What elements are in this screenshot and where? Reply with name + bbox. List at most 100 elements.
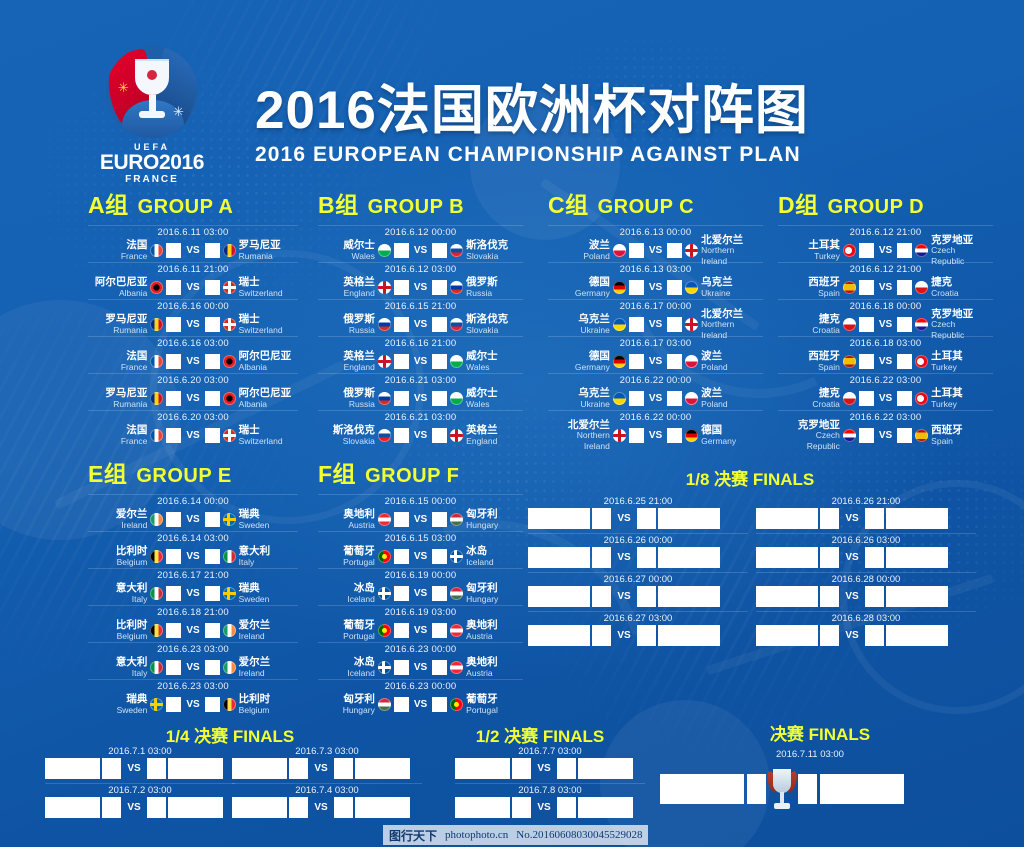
- home-score-box[interactable]: [166, 660, 182, 675]
- home-score-box[interactable]: [166, 549, 182, 564]
- home-score-box[interactable]: [102, 758, 121, 779]
- match-row[interactable]: 2016.6.12 21:00 土耳其 Turkey VS 克罗地亚 Czech Repu…: [778, 225, 993, 266]
- home-score-box[interactable]: [393, 317, 409, 332]
- match-row[interactable]: 2016.6.19 00:00 冰岛 Iceland VS 匈牙利 Hungary: [318, 568, 523, 605]
- knockout-match-row[interactable]: VS: [528, 547, 748, 568]
- match-row[interactable]: 2016.6.22 00:00 乌克兰 Ukraine VS 波兰 Poland: [548, 373, 763, 410]
- away-team-box[interactable]: [168, 797, 223, 818]
- knockout-match-row[interactable]: VS: [756, 586, 976, 607]
- home-score-box[interactable]: [393, 512, 409, 527]
- away-score-box[interactable]: [147, 758, 166, 779]
- home-score-box[interactable]: [592, 586, 611, 607]
- match-row[interactable]: 2016.6.13 03:00 德国 Germany VS 乌克兰 Ukraine: [548, 262, 763, 299]
- match-row[interactable]: 2016.6.12 03:00 英格兰 England VS 俄罗斯 Russia: [318, 262, 523, 299]
- home-score-box[interactable]: [393, 354, 409, 369]
- away-score-box[interactable]: [204, 391, 220, 406]
- away-score-box[interactable]: [204, 317, 220, 332]
- away-score-box[interactable]: [432, 660, 448, 675]
- away-score-box[interactable]: [432, 280, 448, 295]
- away-score-box[interactable]: [637, 547, 656, 568]
- home-score-box[interactable]: [166, 586, 182, 601]
- home-score-box[interactable]: [820, 547, 839, 568]
- away-team-box[interactable]: [658, 586, 720, 607]
- knockout-match-row[interactable]: VS: [232, 758, 422, 779]
- home-score-box[interactable]: [289, 797, 308, 818]
- match-row[interactable]: 2016.6.22 03:00 捷克 Croatia VS 土耳其 Turkey: [778, 373, 993, 410]
- away-team-box[interactable]: [658, 625, 720, 646]
- home-score-box[interactable]: [393, 549, 409, 564]
- home-score-box[interactable]: [166, 317, 182, 332]
- final-match-row[interactable]: [660, 767, 960, 811]
- home-score-box[interactable]: [102, 797, 121, 818]
- away-score-box[interactable]: [432, 623, 448, 638]
- home-score-box[interactable]: [289, 758, 308, 779]
- away-score-box[interactable]: [865, 508, 884, 529]
- home-score-box[interactable]: [166, 391, 182, 406]
- match-row[interactable]: 2016.6.20 03:00 法国 France VS 瑞士 Switzerland: [88, 410, 298, 447]
- home-score-box[interactable]: [858, 354, 874, 369]
- away-score-box[interactable]: [204, 697, 220, 712]
- home-team-box[interactable]: [660, 774, 744, 804]
- knockout-match-row[interactable]: VS: [528, 625, 748, 646]
- away-score-box[interactable]: [667, 391, 683, 406]
- away-score-box[interactable]: [432, 391, 448, 406]
- home-score-box[interactable]: [628, 243, 644, 258]
- home-score-box[interactable]: [393, 391, 409, 406]
- away-score-box[interactable]: [557, 758, 576, 779]
- match-row[interactable]: 2016.6.14 03:00 比利时 Belgium VS 意大利 Italy: [88, 531, 298, 568]
- away-score-box[interactable]: [204, 512, 220, 527]
- match-row[interactable]: 2016.6.18 21:00 比利时 Belgium VS 爱尔兰 Ireland: [88, 605, 298, 642]
- knockout-match-row[interactable]: VS: [232, 797, 422, 818]
- match-row[interactable]: 2016.6.18 03:00 西班牙 Spain VS 土耳其 Turkey: [778, 336, 993, 373]
- knockout-match-row[interactable]: VS: [756, 625, 976, 646]
- match-row[interactable]: 2016.6.17 03:00 德国 Germany VS 波兰 Poland: [548, 336, 763, 373]
- knockout-match-row[interactable]: VS: [756, 508, 976, 529]
- match-row[interactable]: 2016.6.16 03:00 法国 France VS 阿尔巴尼亚 Albania: [88, 336, 298, 373]
- home-team-box[interactable]: [528, 508, 590, 529]
- away-score-box[interactable]: [432, 428, 448, 443]
- home-score-box[interactable]: [628, 428, 644, 443]
- home-team-box[interactable]: [756, 508, 818, 529]
- knockout-match-row[interactable]: VS: [528, 508, 748, 529]
- home-score-box[interactable]: [393, 428, 409, 443]
- home-team-box[interactable]: [528, 625, 590, 646]
- away-team-box[interactable]: [355, 797, 410, 818]
- away-team-box[interactable]: [168, 758, 223, 779]
- away-team-box[interactable]: [658, 508, 720, 529]
- home-score-box[interactable]: [628, 317, 644, 332]
- away-team-box[interactable]: [886, 508, 948, 529]
- home-score-box[interactable]: [166, 354, 182, 369]
- match-row[interactable]: 2016.6.18 00:00 捷克 Croatia VS 克罗地亚 Czech Repu…: [778, 299, 993, 340]
- match-row[interactable]: 2016.6.12 21:00 西班牙 Spain VS 捷克 Croatia: [778, 262, 993, 299]
- away-score-box[interactable]: [204, 243, 220, 258]
- home-team-box[interactable]: [756, 625, 818, 646]
- away-score-box[interactable]: [637, 508, 656, 529]
- away-team-box[interactable]: [886, 547, 948, 568]
- home-team-box[interactable]: [756, 586, 818, 607]
- home-team-box[interactable]: [45, 758, 100, 779]
- away-score-box[interactable]: [897, 354, 913, 369]
- home-score-box[interactable]: [628, 391, 644, 406]
- match-row[interactable]: 2016.6.19 03:00 葡萄牙 Portugal VS 奥地利 Austria: [318, 605, 523, 642]
- away-team-box[interactable]: [886, 625, 948, 646]
- home-score-box[interactable]: [858, 428, 874, 443]
- match-row[interactable]: 2016.6.22 03:00 克罗地亚 Czech Republic VS 西班牙 Sp…: [778, 410, 993, 451]
- home-score-box[interactable]: [820, 508, 839, 529]
- away-score-box[interactable]: [432, 317, 448, 332]
- away-score-box[interactable]: [432, 697, 448, 712]
- home-team-box[interactable]: [528, 547, 590, 568]
- home-team-box[interactable]: [756, 547, 818, 568]
- home-team-box[interactable]: [45, 797, 100, 818]
- home-score-box[interactable]: [166, 697, 182, 712]
- away-score-box[interactable]: [897, 391, 913, 406]
- away-score-box[interactable]: [147, 797, 166, 818]
- away-score-box[interactable]: [432, 512, 448, 527]
- away-score-box[interactable]: [798, 774, 817, 804]
- match-row[interactable]: 2016.6.23 03:00 意大利 Italy VS 爱尔兰 Ireland: [88, 642, 298, 679]
- match-row[interactable]: 2016.6.22 00:00 北爱尔兰 Northern Ireland VS 德国 G…: [548, 410, 763, 451]
- home-score-box[interactable]: [393, 660, 409, 675]
- home-score-box[interactable]: [393, 586, 409, 601]
- match-row[interactable]: 2016.6.11 03:00 法国 France VS 罗马尼亚 Rumania: [88, 225, 298, 262]
- home-score-box[interactable]: [166, 428, 182, 443]
- home-score-box[interactable]: [166, 280, 182, 295]
